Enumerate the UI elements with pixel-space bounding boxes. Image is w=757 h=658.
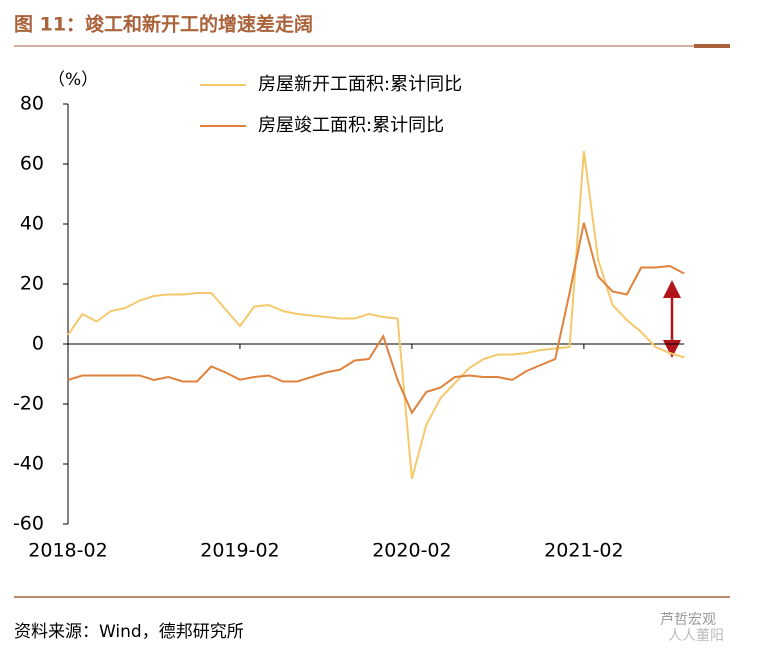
- x-tick-label: 2018-02: [28, 540, 107, 562]
- y-tick-label: 80: [20, 93, 44, 115]
- series-line: [67, 222, 685, 415]
- legend-label: 房屋竣工面积:累计同比: [258, 115, 444, 136]
- x-tick-label: 2020-02: [372, 540, 451, 562]
- legend-label: 房屋新开工面积:累计同比: [258, 74, 462, 95]
- x-tick-label: 2021-02: [544, 540, 623, 562]
- x-tick-label: 2019-02: [200, 540, 279, 562]
- y-tick-label: 60: [20, 153, 44, 175]
- watermark: 人人董阳: [668, 628, 724, 644]
- source: 资料来源：Wind，德邦研究所: [14, 622, 244, 642]
- title-rule-accent: [694, 44, 730, 48]
- difference-arrow: [663, 280, 681, 358]
- y-tick-label: -20: [13, 393, 44, 415]
- y-tick-label: 20: [20, 273, 44, 295]
- watermark: 芦哲宏观: [660, 612, 716, 628]
- y-tick-label: 0: [32, 333, 44, 355]
- y-tick-label: 40: [20, 213, 44, 235]
- chart-title: 图 11：竣工和新开工的增速差走阔: [14, 13, 313, 36]
- y-tick-label: -40: [13, 453, 44, 475]
- y-axis-label: （%）: [48, 70, 98, 90]
- series-line: [67, 150, 685, 479]
- y-tick-label: -60: [13, 513, 44, 535]
